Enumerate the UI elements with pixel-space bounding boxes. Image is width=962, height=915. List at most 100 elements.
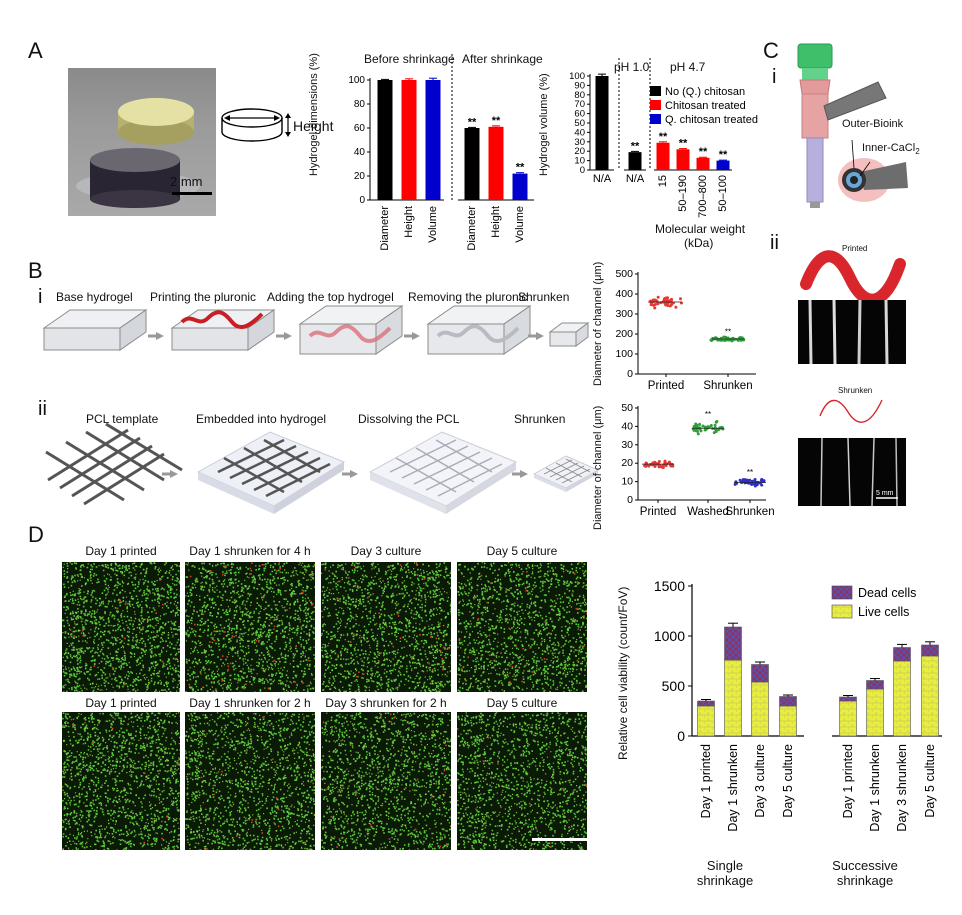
chartBii-point	[717, 428, 721, 432]
d-bar-live	[893, 660, 911, 737]
chartBii-ytick-label: 0	[627, 494, 633, 506]
step-shrunken: Shrunken	[518, 290, 570, 304]
chartBii-point	[657, 459, 661, 463]
chartBii-point	[709, 424, 713, 428]
a2-sig: **	[699, 146, 708, 158]
group-single-label: Single shrinkage	[696, 858, 754, 888]
chartBii-point	[739, 480, 743, 484]
d-xtick-label: Day 5 culture	[781, 744, 795, 818]
chartBi-point	[724, 335, 728, 339]
chart-bi: 0 100 200 300 400 500 Printed Shrunken **	[615, 268, 756, 392]
live-dead-micrograph	[62, 712, 180, 850]
chartBi-point	[662, 300, 666, 304]
printed-channel-image	[798, 300, 906, 364]
a1-ytick-label: 20	[354, 171, 366, 182]
a1-xtick-label: Volume	[427, 206, 439, 243]
chartBi-point	[679, 297, 683, 301]
chartBii-point	[733, 482, 737, 486]
chartBi-point	[659, 301, 663, 305]
a1-sig: **	[516, 162, 525, 174]
live-dead-micrograph	[321, 712, 451, 850]
chartBii-xtick-label: Shrunken	[725, 506, 774, 518]
chart-a2-xlabel: Molecular weight	[655, 222, 746, 236]
d-bar-live	[779, 705, 797, 737]
micrograph-title: Day 3 culture	[350, 544, 422, 558]
step-adding-top-hydrogel: Adding the top hydrogel	[267, 290, 394, 304]
chartBii-ytick-label: 50	[621, 402, 633, 414]
chartBii-ytick-label: 20	[621, 457, 633, 469]
chartBii-point	[713, 423, 717, 427]
d-bar-live	[866, 688, 884, 737]
d-xtick-label: Day 1 shrunken	[726, 744, 740, 832]
a2-legend-label: Q. chitosan treated	[665, 114, 758, 126]
chartBii-point	[750, 482, 754, 486]
chartBii-point	[643, 464, 647, 468]
chartBi-point	[656, 295, 660, 299]
d-xtick-label: Day 3 culture	[753, 744, 767, 818]
a2-ytick-label: 30	[574, 137, 585, 148]
d-bar-dead	[839, 696, 857, 702]
chartBii-point	[715, 420, 719, 424]
chartBi-ytick-label: 200	[615, 328, 633, 340]
chart-bi-ylabel: Diameter of channel (μm)	[592, 261, 604, 386]
inner-cacl2-label: Inner-CaCl2	[862, 142, 920, 157]
chartBi-ytick-label: 400	[615, 288, 633, 300]
micrograph-cells	[457, 712, 587, 850]
step-embedded-hydrogel: Embedded into hydrogel	[196, 412, 327, 426]
shrunken-scale-label: 5 mm	[876, 490, 894, 497]
micrograph-title: Day 5 culture	[486, 696, 558, 710]
chartBi-ytick-label: 300	[615, 308, 633, 320]
a2-sig: **	[631, 140, 640, 152]
live-dead-micrograph	[185, 712, 315, 850]
chartBii-point	[714, 429, 718, 433]
chartBi-point	[738, 336, 742, 340]
d-legend-swatch	[831, 604, 853, 619]
chartBii-point	[694, 429, 698, 433]
d-ytick-label: 1500	[654, 578, 685, 594]
chart-bii: 0 10 20 30 40 50 Printed Washed ** Shrunken **	[621, 402, 774, 518]
chartBii-point	[698, 422, 702, 426]
a2-ytick-label: 50	[574, 118, 585, 129]
micrograph-cells	[321, 562, 451, 692]
d-bar-live	[724, 659, 742, 737]
chartBi-ytick-label: 500	[615, 268, 633, 280]
d-bar-live	[751, 681, 769, 737]
a2-ytick-label: 20	[574, 146, 585, 157]
micrograph-title: Day 1 shrunken for 4 h	[189, 544, 311, 558]
shrunken-channel-image: 5 mm	[798, 438, 906, 506]
a2-legend-swatch	[650, 86, 661, 96]
d-bar-dead	[779, 696, 797, 707]
micrograph-cells	[62, 712, 180, 850]
a2-ytick-label: 90	[574, 80, 585, 91]
chart-a2-ylabel: Hydrogel volume (%)	[538, 73, 550, 176]
d-legend-label: Dead cells	[858, 586, 916, 600]
chartBii-point	[704, 428, 708, 432]
d-bar-dead	[724, 626, 742, 661]
chart-a2-ph2: pH 4.7	[670, 60, 706, 74]
scale-bar	[172, 192, 212, 195]
height-label: Height	[293, 118, 334, 134]
chartBi-sig: **	[725, 328, 731, 337]
a1-xtick-label: Diameter	[379, 206, 391, 251]
chartBi-xtick-label: Printed	[648, 380, 684, 392]
a1-xtick-label: Diameter	[466, 206, 478, 251]
a2-legend-swatch	[650, 114, 661, 124]
d-legend-label: Live cells	[858, 605, 909, 619]
a2-xtick-label: 15	[657, 175, 669, 187]
a1-bar	[377, 80, 393, 200]
live-dead-micrograph	[185, 562, 315, 692]
chartBii-point	[657, 463, 661, 467]
chartBi-point	[654, 299, 658, 303]
micro-scale-bar	[532, 838, 592, 841]
live-dead-micrograph	[457, 562, 587, 692]
scale-bar-label: 2 mm	[170, 174, 203, 189]
chartBii-point	[648, 463, 652, 467]
a2-xtick-label: N/A	[626, 173, 645, 185]
a1-ytick-label: 60	[354, 123, 366, 134]
a2-legend-label: No (Q.) chitosan	[665, 86, 745, 98]
a1-xtick-label: Height	[403, 206, 415, 238]
chartBii-point	[760, 479, 764, 483]
chartBii-point	[752, 482, 756, 486]
micrograph-cells	[321, 712, 451, 850]
d-xtick-label: Day 1 printed	[699, 744, 713, 818]
